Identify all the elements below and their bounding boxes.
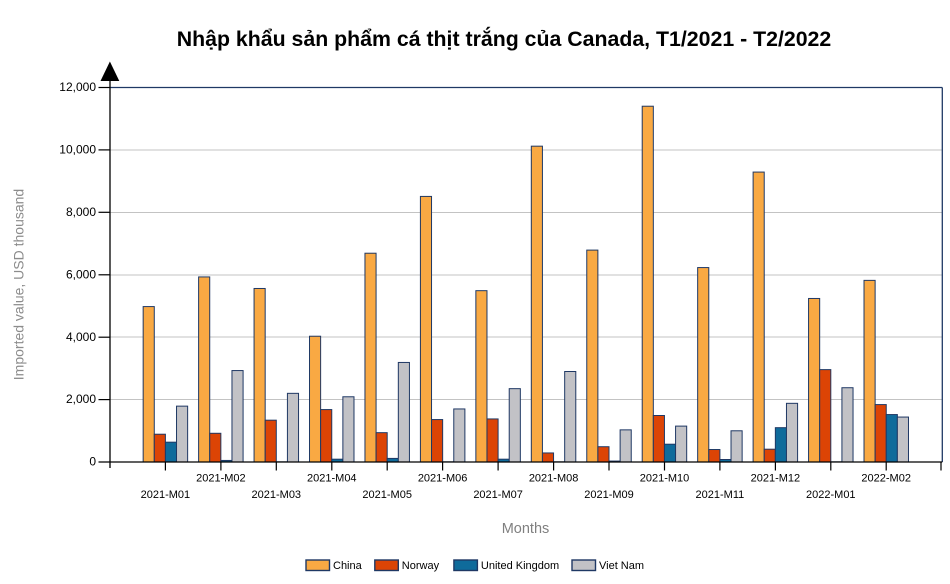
svg-text:2021-M08: 2021-M08 bbox=[529, 473, 579, 485]
svg-text:8,000: 8,000 bbox=[66, 205, 96, 219]
svg-text:2021-M07: 2021-M07 bbox=[473, 489, 523, 501]
svg-text:12,000: 12,000 bbox=[59, 80, 96, 94]
svg-text:0: 0 bbox=[89, 455, 96, 469]
svg-text:6,000: 6,000 bbox=[66, 267, 96, 281]
svg-text:2021-M09: 2021-M09 bbox=[584, 489, 634, 501]
svg-text:Viet Nam: Viet Nam bbox=[599, 560, 644, 572]
svg-text:2021-M04: 2021-M04 bbox=[307, 473, 357, 485]
svg-text:2022-M01: 2022-M01 bbox=[806, 489, 856, 501]
svg-text:2021-M06: 2021-M06 bbox=[418, 473, 468, 485]
svg-text:2021-M10: 2021-M10 bbox=[640, 473, 690, 485]
svg-text:China: China bbox=[333, 560, 363, 572]
svg-text:4,000: 4,000 bbox=[66, 330, 96, 344]
svg-text:2021-M02: 2021-M02 bbox=[196, 473, 246, 485]
svg-text:2021-M05: 2021-M05 bbox=[362, 489, 412, 501]
svg-text:2021-M11: 2021-M11 bbox=[696, 489, 745, 501]
svg-text:Imported value, USD thousand: Imported value, USD thousand bbox=[11, 189, 27, 380]
svg-text:United Kingdom: United Kingdom bbox=[481, 560, 559, 572]
svg-text:Nhập khẩu sản phẩm cá thịt trắ: Nhập khẩu sản phẩm cá thịt trắng của Can… bbox=[177, 26, 832, 51]
svg-text:2021-M01: 2021-M01 bbox=[141, 489, 191, 501]
svg-text:Months: Months bbox=[502, 521, 550, 537]
svg-text:2022-M02: 2022-M02 bbox=[861, 473, 911, 485]
svg-text:Norway: Norway bbox=[402, 560, 440, 572]
svg-text:2021-M03: 2021-M03 bbox=[252, 489, 302, 501]
svg-text:10,000: 10,000 bbox=[59, 143, 96, 157]
svg-text:2,000: 2,000 bbox=[66, 392, 96, 406]
svg-text:2021-M12: 2021-M12 bbox=[751, 473, 801, 485]
